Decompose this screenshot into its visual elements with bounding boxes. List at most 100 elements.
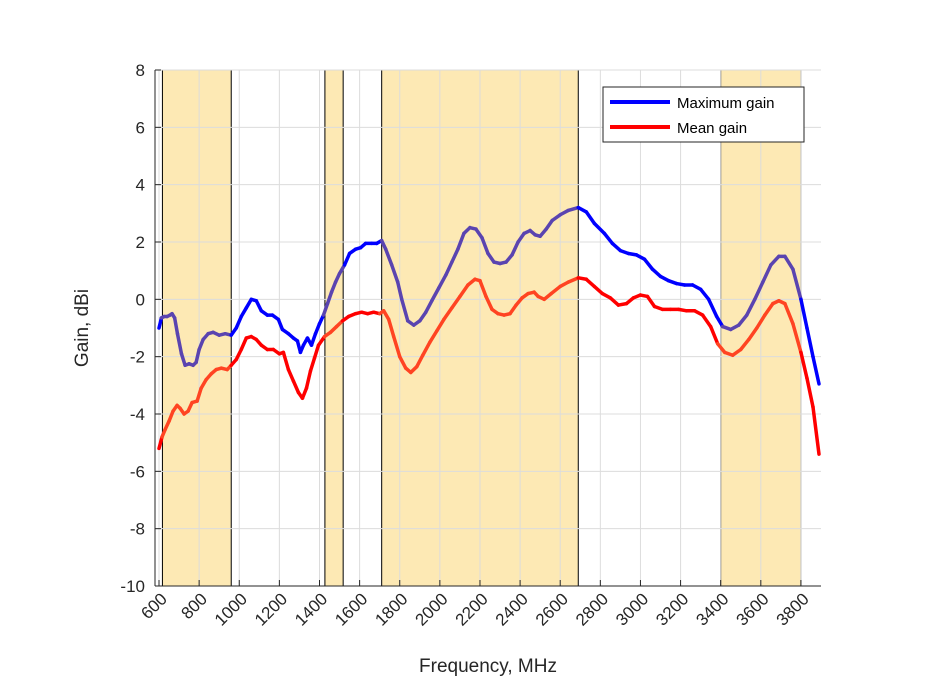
series-segment [755, 313, 767, 330]
series-segment [791, 267, 803, 302]
series-segment [566, 276, 581, 284]
series-segment [428, 329, 439, 345]
series-segment [435, 317, 446, 333]
series-segment [444, 260, 454, 277]
series-segment [313, 321, 322, 336]
series-segment [281, 350, 291, 372]
series-segment [805, 376, 815, 409]
series-segment [175, 331, 184, 356]
series-segment [195, 386, 203, 403]
x-tick-label: 1800 [371, 589, 411, 629]
series-segment [584, 277, 597, 289]
series-segment [424, 299, 434, 314]
series-segment [811, 405, 821, 456]
series-segment [309, 331, 318, 347]
series-1 [157, 276, 821, 456]
y-tick-label: 8 [136, 61, 145, 80]
series-segment [167, 409, 175, 423]
y-tick-label: -6 [130, 462, 145, 481]
legend-box [602, 86, 805, 143]
y-tick-label: -8 [130, 520, 145, 539]
series-segment [706, 297, 719, 319]
series-segment [442, 306, 454, 322]
series-segment [592, 221, 607, 236]
series-segment [747, 326, 759, 342]
series-segment [602, 231, 615, 246]
x-tick-label: 2800 [572, 589, 612, 629]
series-segment [397, 354, 408, 370]
legend-label-mean-gain: Mean gain [677, 120, 747, 137]
series-segment [157, 435, 164, 451]
series-segment [708, 324, 720, 346]
series-segment [480, 235, 490, 256]
legend-label-maximum-gain: Maximum gain [677, 95, 775, 112]
x-tick-label: 2200 [452, 589, 492, 629]
series-segment [239, 336, 249, 352]
series-segment [761, 263, 773, 284]
series-segment [510, 240, 520, 257]
series-segment [811, 354, 821, 386]
x-tick-label: 1400 [291, 589, 331, 629]
series-segment [698, 287, 711, 302]
series-segment [234, 314, 244, 330]
series-segment [592, 284, 605, 296]
x-tick-labels: 600 800 1000 1200 1400 1600 1800 2000 2200 2400 26… [137, 589, 812, 629]
series-segment [478, 278, 488, 299]
series-segment [753, 280, 765, 302]
series-segment [769, 254, 781, 267]
series-lines [157, 205, 821, 456]
series-segment [799, 350, 809, 380]
series-segment [791, 321, 803, 355]
x-tick-label: 3400 [692, 589, 732, 629]
y-tick-label: 6 [136, 118, 145, 137]
series-segment [700, 313, 713, 329]
x-tick-label: 1000 [211, 589, 251, 629]
series-segment [308, 356, 317, 373]
series-segment [399, 297, 410, 323]
x-tick-label: 3200 [652, 589, 692, 629]
series-segment [234, 347, 244, 362]
x-tick-label: 1600 [331, 589, 371, 629]
series-segment [763, 301, 775, 317]
x-tick-label: 2600 [532, 589, 572, 629]
series-segment [714, 314, 725, 329]
y-tick-labels: -10 -8 -6 -4 -2 0 2 4 6 8 [120, 61, 145, 596]
x-axis-title: Frequency, MHz [419, 656, 557, 677]
x-tick-label: 3000 [612, 589, 652, 629]
series-segment [179, 352, 187, 368]
axes [154, 69, 821, 587]
series-segment [745, 297, 757, 317]
series-segment [415, 353, 425, 369]
series-segment [783, 254, 795, 271]
y-tick-label: 2 [136, 233, 145, 252]
series-segment [276, 317, 285, 332]
series-segment [783, 301, 795, 326]
series-segment [197, 337, 205, 352]
series-segment [391, 334, 402, 359]
y-tick-label: -4 [130, 405, 145, 424]
y-tick-label: -10 [120, 577, 145, 596]
series-segment [254, 299, 264, 313]
x-tick-label: 1200 [251, 589, 291, 629]
series-segment [608, 296, 621, 307]
series-segment [549, 284, 562, 296]
series-segment [395, 280, 404, 302]
series-segment [312, 343, 321, 360]
series-segment [484, 294, 494, 312]
series-segment [304, 369, 313, 390]
y-tick-label: 4 [136, 176, 145, 195]
series-segment [805, 326, 815, 359]
series-segment [329, 280, 338, 294]
series-segment [383, 247, 394, 267]
series-segment [386, 317, 396, 339]
series-segment [739, 337, 751, 352]
series-segment [430, 286, 441, 303]
series-segment [645, 294, 657, 309]
x-tick-label: 3800 [773, 589, 813, 629]
series-segment [437, 273, 448, 290]
series-segment [342, 251, 352, 267]
band-0 [162, 70, 232, 586]
x-tick-label: 2400 [492, 589, 532, 629]
y-tick-label: -2 [130, 348, 145, 367]
